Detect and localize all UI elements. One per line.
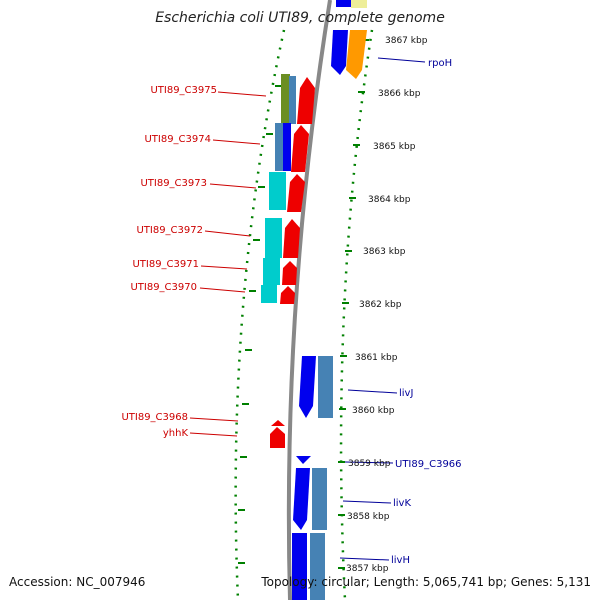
- kbp-label: 3865 kbp: [373, 142, 416, 152]
- gene-label-left: UTI89_C3970: [130, 282, 197, 293]
- gene-label-left: yhhK: [163, 428, 189, 439]
- gene-steel-livh: [310, 533, 325, 600]
- kbp-label: 3867 kbp: [385, 36, 428, 46]
- gene-label-left: UTI89_C3973: [140, 178, 207, 189]
- gene-steel-c3975: [289, 76, 296, 124]
- gene-label-right: livH: [391, 555, 410, 566]
- kbp-label: 3858 kbp: [347, 512, 390, 522]
- gene-cyan-c3973: [269, 172, 286, 210]
- gene-olive: [281, 74, 290, 124]
- left-dotted-track: [234, 29, 286, 600]
- gene-blue-c3974: [283, 123, 291, 171]
- kbp-label: 3859 kbp: [348, 459, 391, 469]
- gene-label-right: rpoH: [428, 58, 452, 69]
- gene-label-left: UTI89_C3968: [121, 412, 188, 423]
- gene-label-left: UTI89_C3975: [150, 85, 217, 96]
- gene-steel-livj: [318, 356, 333, 418]
- gene-cyan-c3972: [265, 218, 282, 258]
- kbp-label: 3860 kbp: [352, 406, 395, 416]
- right-leader-lines: [339, 57, 426, 561]
- gene-c3973: [287, 174, 305, 212]
- gene-label-left: UTI89_C3974: [144, 134, 211, 145]
- gene-livj: [299, 356, 316, 418]
- kbp-label: 3866 kbp: [378, 89, 421, 99]
- kbp-label: 3864 kbp: [368, 195, 411, 205]
- kbp-label: 3861 kbp: [355, 353, 398, 363]
- genome-stats-label: Topology: circular; Length: 5,065,741 bp…: [261, 575, 591, 589]
- gene-steel-c3974: [275, 123, 284, 171]
- gene-c3974: [291, 125, 309, 172]
- gene-c3971: [282, 261, 297, 285]
- kbp-label: 3857 kbp: [346, 564, 389, 574]
- accession-label: Accession: NC_007946: [9, 575, 146, 589]
- gene-label-right: UTI89_C3966: [395, 459, 462, 470]
- genome-backbone: [286, 0, 332, 600]
- gene-c3972: [283, 219, 300, 258]
- gene-cyan-c3970: [261, 285, 277, 303]
- gene-cyan-c3971: [263, 258, 280, 285]
- gene-yhhk: [270, 427, 285, 448]
- gene-livk: [293, 468, 310, 530]
- gene-top-blue: [336, 0, 351, 7]
- gene-c3975: [297, 77, 315, 124]
- gene-label-left: UTI89_C3971: [132, 259, 199, 270]
- right-tick-marks: [338, 39, 369, 569]
- kbp-label: 3862 kbp: [359, 300, 402, 310]
- gene-c3968: [271, 420, 285, 426]
- gene-c3966: [296, 456, 311, 464]
- gene-steel-livk: [312, 468, 327, 530]
- gene-label-right: livK: [393, 498, 411, 509]
- gene-c3970: [280, 286, 295, 304]
- left-tick-marks: [238, 85, 282, 564]
- gene-label-left: UTI89_C3972: [136, 225, 203, 236]
- gene-top-yellow: [351, 0, 367, 8]
- map-title: Escherichia coli UTI89, complete genome: [155, 10, 445, 26]
- gene-label-right: livJ: [399, 388, 413, 399]
- right-dotted-track: [339, 29, 374, 600]
- gene-blue-rpoh-neighbor: [331, 30, 348, 75]
- left-leader-lines: [189, 91, 267, 437]
- gene-rpoh: [346, 30, 367, 79]
- gene-livh: [292, 533, 307, 600]
- kbp-label: 3863 kbp: [363, 247, 406, 257]
